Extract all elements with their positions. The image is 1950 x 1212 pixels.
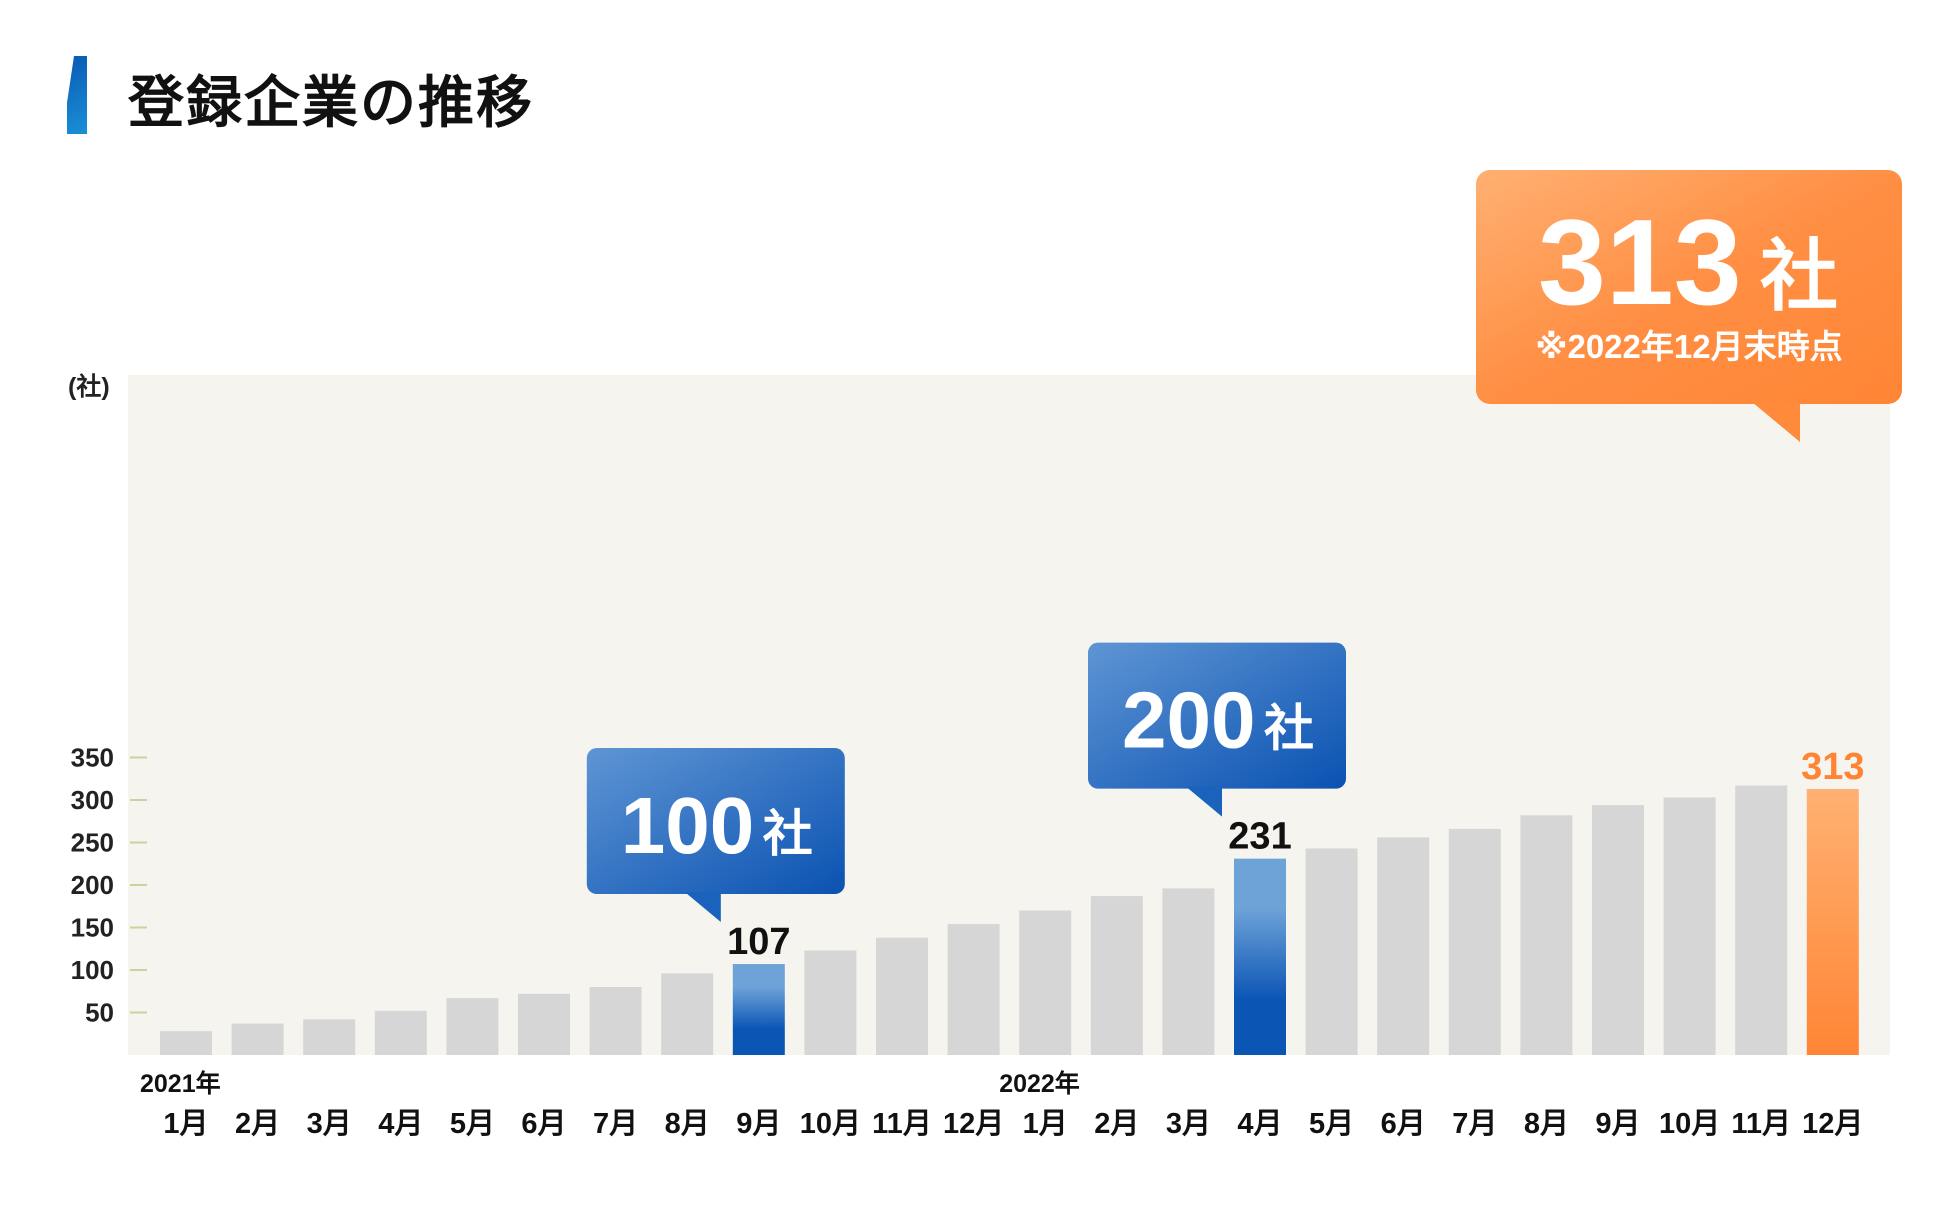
x-tick-label: 3月 [307,1108,352,1140]
y-axis-label: (社) [68,372,110,401]
bar [374,1010,427,1055]
x-tick-label: 5月 [450,1108,495,1140]
bar [518,993,570,1055]
callout-number: 313 [1538,194,1742,330]
year-label: 2022年 [999,1069,1080,1098]
callout-tail [1186,786,1222,817]
x-tick-label: 1月 [163,1108,208,1140]
bar [1305,848,1358,1055]
bar [661,973,714,1055]
y-tick-label: 50 [85,998,114,1028]
y-axis: (社) 50 100 150 200 250 300 350 [68,372,147,1028]
x-tick-label: 7月 [593,1108,638,1140]
bar [1520,815,1573,1055]
bar [160,1031,212,1055]
x-tick-label: 6月 [1381,1108,1426,1140]
bar [1019,910,1072,1055]
x-tick-label: 1月 [1023,1108,1068,1140]
callout-box [1476,170,1902,404]
y-tick-label: 150 [71,913,114,943]
y-tick-label: 200 [71,870,114,900]
bar [1162,888,1215,1055]
callout-box [1088,642,1346,789]
y-tick-label: 100 [71,955,114,985]
x-tick-label: 9月 [1595,1108,1640,1140]
bar [804,950,857,1055]
x-tick-label: 11月 [1731,1108,1791,1140]
bar [231,1023,284,1055]
bar-value-label: 107 [727,921,790,963]
bar [303,1019,356,1055]
callout-number: 200 [1122,676,1255,765]
callout-number: 100 [621,781,754,870]
bar [1592,805,1644,1055]
bar [1377,837,1430,1055]
y-tick-label: 250 [71,828,114,858]
y-tick-label: 300 [71,785,114,815]
bar [589,987,642,1055]
callout-tail [684,892,721,923]
x-tick-label: 5月 [1309,1108,1354,1140]
x-tick-label: 10月 [1659,1108,1720,1140]
page-title: 登録企業の推移 [128,71,534,134]
x-tick-label: 8月 [665,1108,710,1140]
bar [1448,828,1501,1055]
x-tick-label: 4月 [378,1108,423,1140]
x-tick-label: 2月 [1094,1108,1139,1140]
x-tick-label: 12月 [943,1108,1004,1140]
callout-box [586,748,845,895]
x-tick-label: 6月 [521,1108,566,1140]
title-accent-bar [67,56,87,134]
bar [1663,797,1716,1055]
bar-value-label: 313 [1801,746,1864,788]
year-label: 2021年 [140,1069,221,1098]
x-tick-label: 12月 [1802,1108,1863,1140]
x-axis: 1月 2月 3月 4月 5月 6月 7月 8月 9月 10月 11月 12月 1月 2月 3月 4月 5月 6月 7… [140,1069,1863,1140]
callout-unit: 社 [1760,232,1838,320]
x-tick-label: 3月 [1166,1108,1211,1140]
bar [1234,858,1286,1055]
bar-value-label: 231 [1228,816,1291,858]
callout-tail [1752,402,1800,442]
x-tick-label: 2月 [235,1108,280,1140]
bar [1735,785,1788,1055]
callout-unit: 社 [763,806,813,862]
bar [947,924,1000,1055]
y-tick-label: 350 [71,743,114,773]
x-tick-label: 9月 [736,1108,781,1140]
x-tick-label: 8月 [1524,1108,1569,1140]
x-tick-label: 11月 [872,1108,932,1140]
bars [160,785,1859,1055]
callout-note: ※2022年12月末時点 [1535,328,1842,365]
bar [446,998,499,1055]
x-tick-label: 10月 [800,1108,861,1140]
bar [876,937,928,1055]
bar [732,964,785,1055]
x-tick-label: 7月 [1452,1108,1497,1140]
x-tick-label: 4月 [1237,1108,1282,1140]
bar [1806,788,1859,1055]
bar [1090,896,1143,1055]
callout-unit: 社 [1264,701,1314,757]
